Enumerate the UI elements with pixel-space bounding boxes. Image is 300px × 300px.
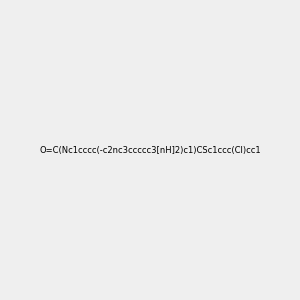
- Text: O=C(Nc1cccc(-c2nc3ccccc3[nH]2)c1)CSc1ccc(Cl)cc1: O=C(Nc1cccc(-c2nc3ccccc3[nH]2)c1)CSc1ccc…: [39, 146, 261, 154]
